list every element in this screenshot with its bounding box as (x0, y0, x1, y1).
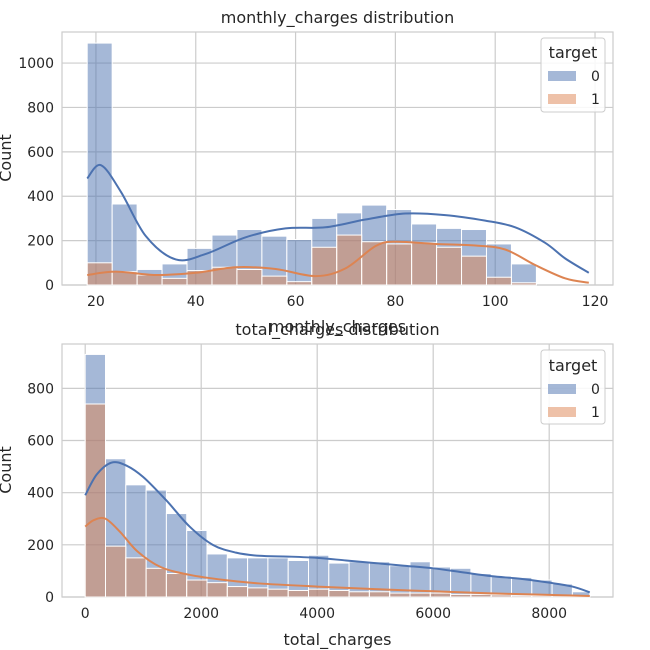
histogram-bar-target-1 (361, 241, 388, 286)
histogram-bar-target-1 (311, 246, 338, 286)
legend-swatch-0-1 (548, 71, 576, 81)
legend-2: target 0 1 (540, 349, 606, 425)
histogram-bar-target-1 (510, 282, 537, 286)
y-tick-label: 800 (27, 381, 54, 397)
legend-label-0-1: 0 (591, 69, 600, 85)
kde-line-target-1 (84, 516, 590, 597)
x-tick-labels-2: 0 2000 4000 6000 8000 (81, 606, 567, 622)
histogram-bar-target-1 (226, 586, 249, 598)
x-tick-label: 100 (482, 294, 509, 310)
x-tick-label: 0 (81, 606, 90, 622)
chart-title-1: monthly_charges distribution (221, 8, 454, 28)
y-tick-label: 400 (27, 486, 54, 502)
histogram-bar-target-0 (286, 239, 313, 286)
histogram-bar-target-1 (436, 246, 463, 286)
x-tick-label: 4000 (299, 606, 335, 622)
x-tick-label: 120 (582, 294, 609, 310)
histogram-bar-target-1 (84, 403, 106, 598)
y-tick-labels-2: 0 200 400 600 800 (27, 381, 54, 606)
legend-label-0-2: 0 (591, 382, 600, 398)
histogram-bar-target-1 (461, 255, 487, 286)
histogram-bar-target-1 (236, 268, 263, 286)
histogram-bar-target-1 (386, 243, 413, 286)
histogram-bar-target-1 (328, 589, 350, 598)
legend-1: target 0 1 (540, 37, 606, 113)
legend-label-1-2: 1 (591, 405, 600, 421)
histogram-bar-target-1 (125, 557, 147, 598)
histogram-bar-target-0 (389, 565, 411, 598)
histogram-bar-target-1 (348, 591, 370, 598)
histogram-bar-target-1 (450, 593, 472, 598)
y-axis-label-1: Count (0, 134, 15, 182)
x-tick-label: 6000 (415, 606, 451, 622)
kde-line-target-1 (87, 240, 589, 284)
kde-line-target-0 (84, 461, 591, 594)
histogram-bar-target-1 (490, 594, 513, 598)
kde-line-target-0 (86, 164, 590, 274)
chart-title-2: total_charges distribution (235, 320, 439, 340)
legend-title-1: target (549, 43, 598, 62)
x-axis-label-2: total_charges (284, 630, 392, 650)
histogram-bar-target-1 (186, 579, 208, 598)
bars-target-1-1 (86, 234, 537, 286)
subplot-monthly-charges: 0 200 400 600 800 1000 20 40 60 80 100 120 monthly… (0, 8, 614, 337)
subplot-total-charges: 0 200 400 600 800 0 2000 4000 6000 8000 total_ch… (0, 320, 614, 650)
histogram-bar-target-1 (105, 545, 127, 598)
x-tick-label: 40 (187, 294, 205, 310)
kde-lines-2 (84, 461, 591, 597)
y-tick-labels-1: 0 200 400 600 800 1000 (18, 56, 54, 294)
y-tick-label: 0 (45, 590, 54, 606)
histogram-bar-target-1 (308, 588, 330, 598)
legend-title-2: target (549, 356, 598, 375)
x-tick-label: 8000 (531, 606, 567, 622)
histogram-bar-target-1 (161, 277, 188, 286)
legend-swatch-1-1 (548, 94, 576, 104)
histogram-bar-target-1 (411, 242, 438, 286)
y-tick-label: 400 (27, 189, 54, 205)
y-tick-label: 200 (27, 234, 54, 250)
y-tick-label: 1000 (18, 56, 54, 72)
legend-swatch-1-2 (548, 407, 576, 417)
kde-lines-1 (86, 164, 590, 284)
x-tick-label: 80 (386, 294, 404, 310)
x-tick-label: 60 (287, 294, 305, 310)
histogram-bar-target-1 (206, 582, 228, 598)
y-tick-label: 600 (27, 434, 54, 450)
y-tick-label: 800 (27, 100, 54, 116)
histogram-bar-target-1 (409, 592, 431, 598)
x-tick-label: 20 (87, 294, 105, 310)
histogram-bar-target-0 (510, 263, 537, 286)
y-axis-label-2: Count (0, 446, 15, 494)
histogram-bar-target-1 (470, 593, 492, 598)
histogram-bar-target-1 (267, 588, 289, 598)
histogram-bar-target-1 (485, 276, 512, 286)
histogram-bar-target-1 (247, 587, 269, 598)
histogram-bar-target-1 (136, 274, 163, 286)
x-tick-label: 2000 (183, 606, 219, 622)
histogram-bar-target-1 (429, 592, 452, 598)
histogram-bar-target-1 (165, 573, 188, 598)
histogram-bar-target-1 (287, 589, 310, 598)
histogram-bar-target-1 (261, 275, 288, 286)
histogram-bar-target-1 (368, 591, 391, 598)
x-tick-labels-1: 20 40 60 80 100 120 (87, 294, 608, 310)
bars-target-1-2 (84, 403, 591, 598)
legend-label-1-1: 1 (591, 92, 600, 108)
y-tick-label: 600 (27, 145, 54, 161)
histogram-bar-target-1 (145, 567, 167, 598)
histogram-bar-target-1 (511, 595, 533, 598)
legend-swatch-0-2 (548, 384, 576, 394)
histogram-bar-target-1 (389, 592, 411, 598)
x-axis-label-1: monthly_charges (269, 317, 406, 337)
y-tick-label: 0 (45, 278, 54, 294)
histogram-bar-target-1 (286, 281, 313, 286)
y-tick-label: 200 (27, 538, 54, 554)
